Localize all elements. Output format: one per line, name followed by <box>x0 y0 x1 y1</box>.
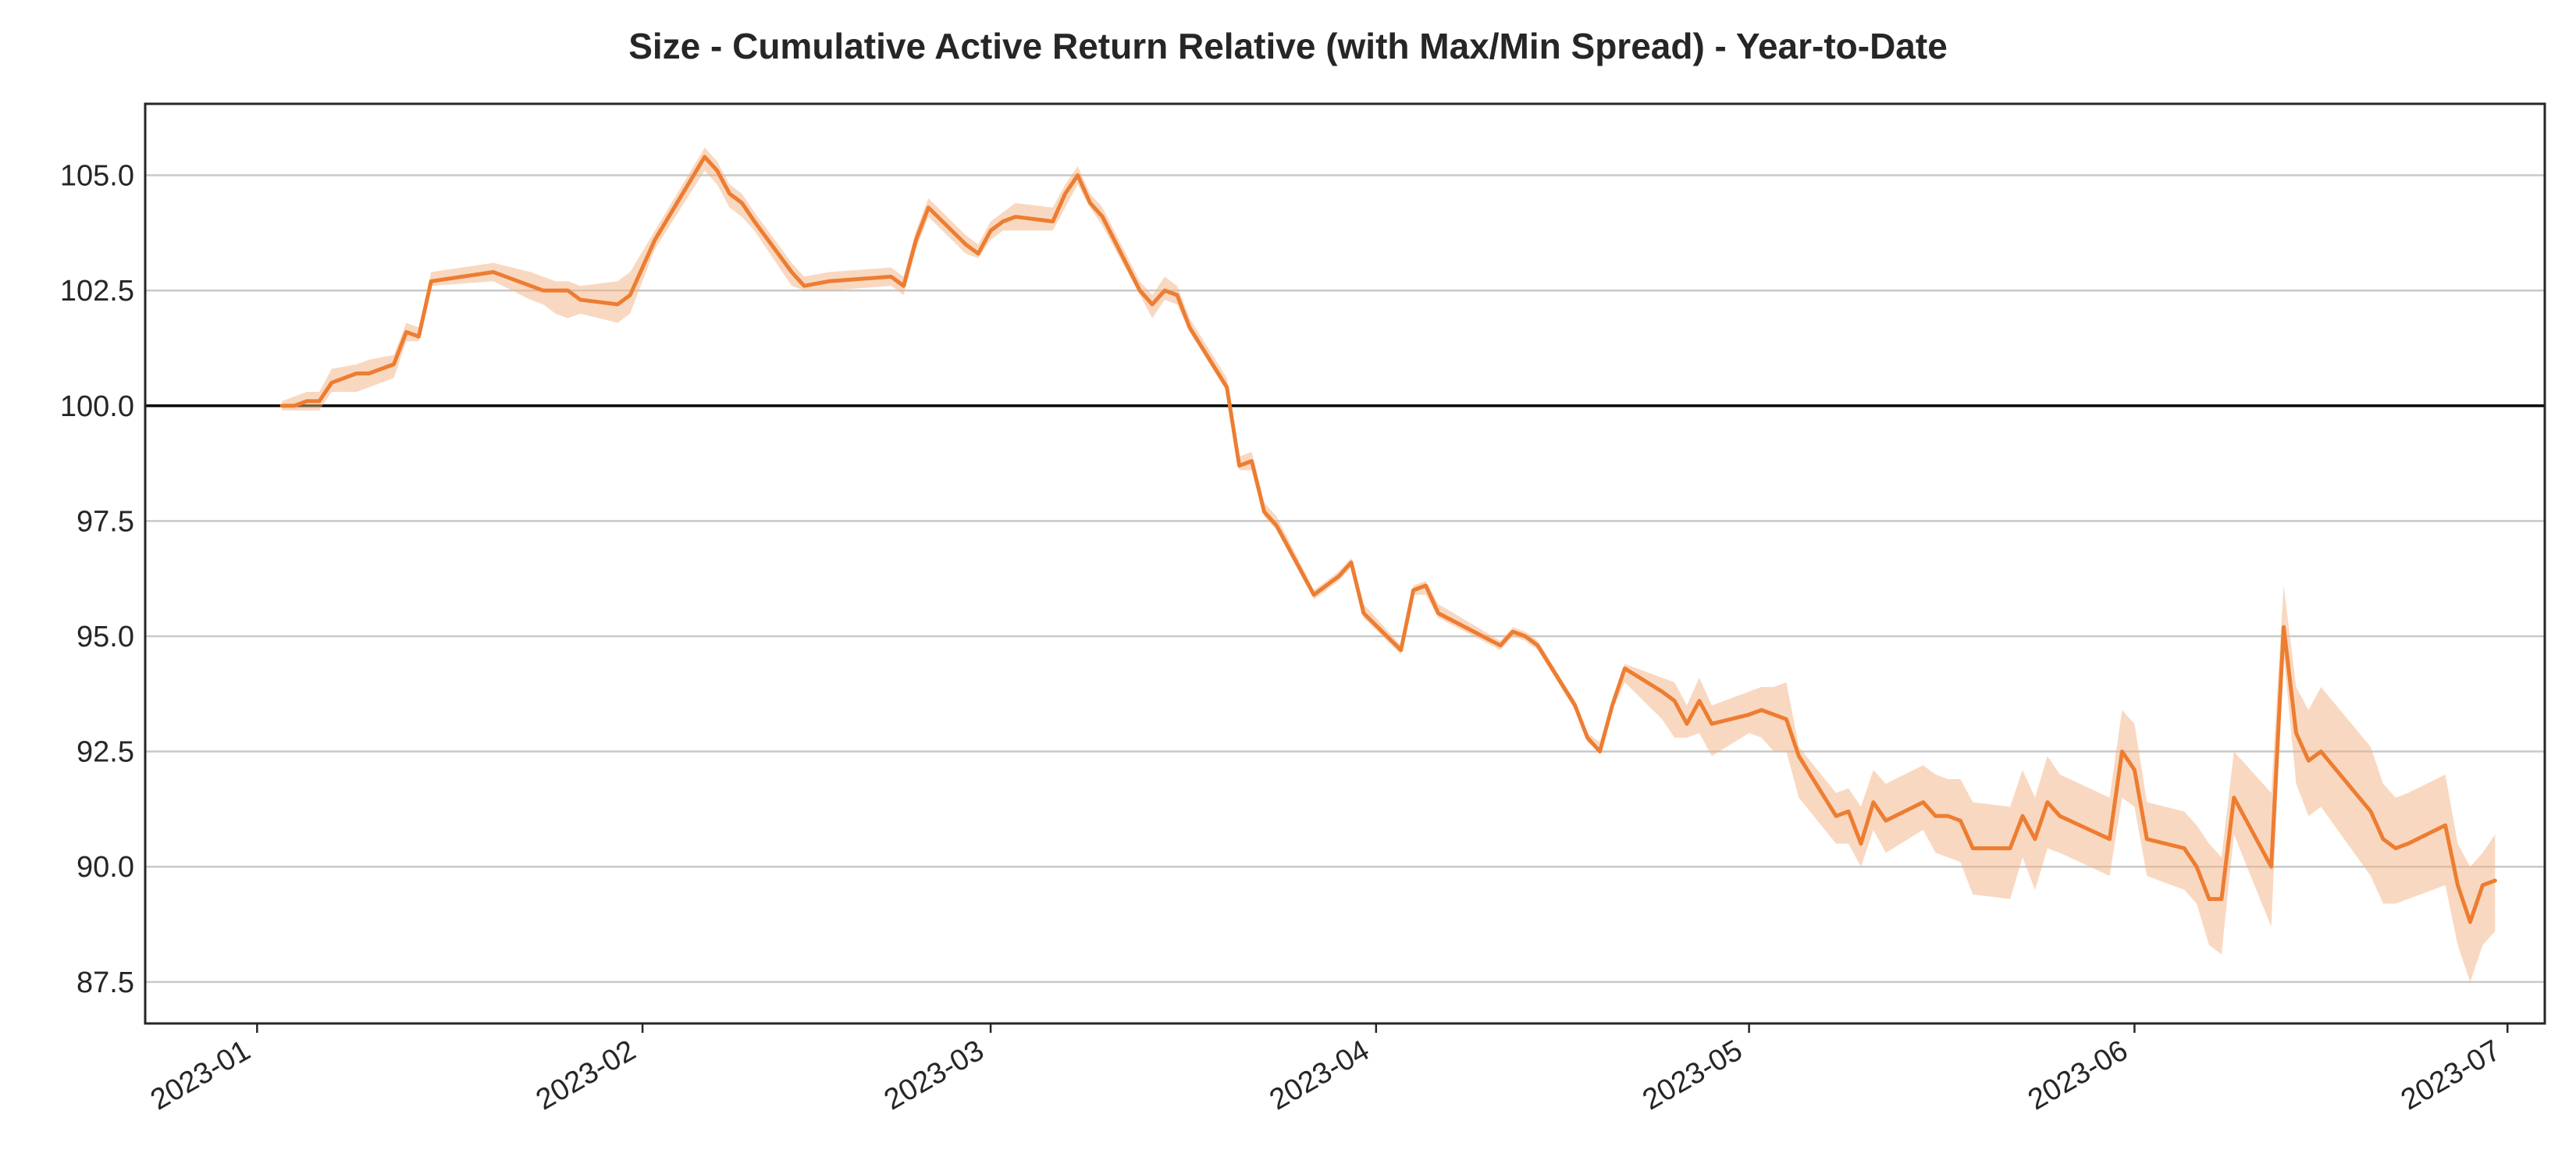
y-tick-label: 105.0 <box>60 160 134 193</box>
y-tick-label: 90.0 <box>76 851 134 884</box>
x-tick-label: 2023-07 <box>2396 1034 2507 1116</box>
x-tick-label: 2023-02 <box>531 1034 642 1116</box>
y-tick-label: 92.5 <box>76 736 134 769</box>
y-tick-label: 100.0 <box>60 390 134 423</box>
x-tick-label: 2023-01 <box>145 1034 256 1116</box>
x-axis: 2023-01 2023-02 2023-03 2023-04 2023-05 2023-… <box>145 1023 2509 1117</box>
chart-title: Size - Cumulative Active Return Relative… <box>628 26 1948 66</box>
series-line-group <box>279 155 2497 924</box>
x-tick-label: 2023-03 <box>879 1034 990 1116</box>
y-tick-label: 87.5 <box>76 966 134 999</box>
plot-frame-group <box>144 102 2546 1025</box>
series-line <box>279 155 2497 924</box>
y-axis: 87.5 90.0 92.5 95.0 97.5 100.0 102.5 105.0 <box>60 160 134 999</box>
x-tick-label: 2023-05 <box>1637 1034 1748 1116</box>
y-tick-label: 97.5 <box>76 505 134 538</box>
spread-band-group <box>282 148 2496 982</box>
y-tick-label: 102.5 <box>60 275 134 308</box>
x-tick-label: 2023-04 <box>1265 1034 1375 1116</box>
y-tick-label: 95.0 <box>76 621 134 653</box>
spread-band <box>282 148 2496 982</box>
plot-frame <box>144 102 2546 1025</box>
x-tick-label: 2023-06 <box>2023 1034 2133 1116</box>
